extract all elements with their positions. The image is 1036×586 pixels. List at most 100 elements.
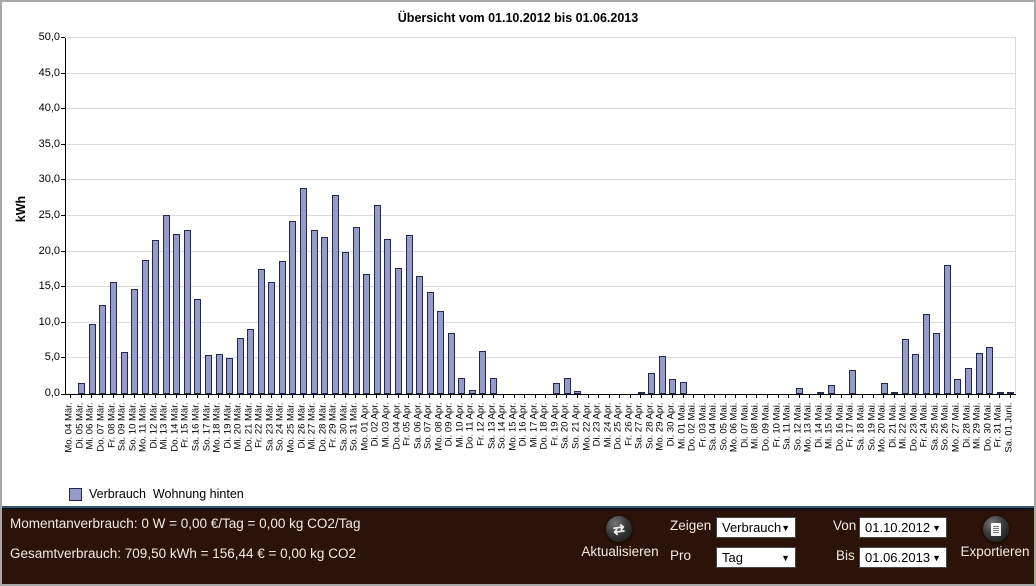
bis-date-select[interactable]: 01.06.2013 ▼ xyxy=(859,547,947,568)
x-axis-tick xyxy=(70,395,72,398)
bar xyxy=(458,378,466,394)
x-axis-tick xyxy=(566,395,568,398)
bar xyxy=(226,357,234,394)
pro-selected-value: Tag xyxy=(722,550,743,565)
refresh-button-label[interactable]: Aktualisieren xyxy=(581,544,659,559)
x-axis-tick xyxy=(249,395,251,398)
bar xyxy=(152,240,160,394)
x-axis-tick xyxy=(840,395,842,398)
export-button[interactable] xyxy=(983,516,1009,542)
x-axis-tick xyxy=(872,395,874,398)
x-axis-tick xyxy=(302,395,304,398)
y-axis-tick xyxy=(61,108,65,110)
von-date-select[interactable]: 01.10.2012 ▼ xyxy=(859,517,947,538)
bar xyxy=(553,383,561,394)
y-axis-tick-label: 35,0 xyxy=(38,137,60,150)
bar xyxy=(416,275,424,394)
x-axis-tick xyxy=(101,395,103,398)
gridline xyxy=(66,179,1016,181)
bar xyxy=(901,339,909,394)
x-axis-tick xyxy=(756,395,758,398)
x-axis-tick xyxy=(408,395,410,398)
bar xyxy=(173,233,181,394)
bar xyxy=(954,379,962,394)
x-axis-tick xyxy=(239,395,241,398)
zeigen-selected-value: Verbrauch xyxy=(722,520,782,535)
x-axis-tick xyxy=(492,395,494,398)
x-axis-tick xyxy=(429,395,431,398)
x-axis-tick xyxy=(545,395,547,398)
bar xyxy=(796,387,804,394)
bar xyxy=(447,333,455,394)
bar xyxy=(405,234,413,394)
bar xyxy=(648,372,656,394)
status-bar: Momentanverbrauch: 0 W = 0,00 €/Tag = 0,… xyxy=(2,510,1034,584)
bar xyxy=(257,269,265,394)
y-axis-tick-label: 50,0 xyxy=(38,31,60,43)
x-axis-tick xyxy=(598,395,600,398)
x-axis-tick xyxy=(80,395,82,398)
x-axis-tick xyxy=(576,395,578,398)
bar xyxy=(891,391,899,394)
x-axis-tick xyxy=(112,395,114,398)
x-axis-tick xyxy=(144,395,146,398)
legend-label: Verbrauch Wohnung hinten xyxy=(89,487,244,501)
bar xyxy=(331,194,339,394)
x-axis-tick-label: Sa. 01 Juni. xyxy=(1003,402,1015,453)
bar xyxy=(352,226,360,394)
legend-color-swatch xyxy=(69,487,82,501)
bar xyxy=(162,214,170,394)
bar xyxy=(680,381,687,394)
x-axis-tick xyxy=(830,395,832,398)
bar xyxy=(373,205,381,394)
x-axis-tick xyxy=(745,395,747,398)
total-consumption-text: Gesamtverbrauch: 709,50 kWh = 156,44 € =… xyxy=(10,546,356,561)
bar xyxy=(848,369,856,394)
von-date-value: 01.10.2012 xyxy=(865,520,931,535)
x-axis-tick xyxy=(481,395,483,398)
y-axis-tick xyxy=(61,250,65,252)
chevron-down-icon: ▼ xyxy=(781,552,790,563)
gridline xyxy=(66,37,1016,38)
pro-select[interactable]: Tag ▼ xyxy=(716,547,796,568)
refresh-icon: ⇄ xyxy=(612,520,626,538)
bar xyxy=(658,356,666,394)
bar xyxy=(141,260,149,394)
x-axis-tick xyxy=(671,395,673,398)
zeigen-select[interactable]: Verbrauch ▼ xyxy=(716,517,796,538)
bar xyxy=(1007,392,1015,394)
bar xyxy=(215,354,223,394)
x-axis-tick xyxy=(165,395,167,398)
x-axis-tick xyxy=(693,395,695,398)
x-axis-tick xyxy=(914,395,916,398)
bar xyxy=(247,328,255,394)
export-button-label[interactable]: Exportieren xyxy=(960,544,1030,559)
x-axis-tick xyxy=(334,395,336,398)
y-axis-tick xyxy=(61,215,65,216)
x-axis-tick xyxy=(154,395,156,398)
y-axis-tick xyxy=(61,179,65,181)
x-axis-tick xyxy=(650,395,652,398)
bar xyxy=(437,311,445,394)
bar xyxy=(965,367,972,394)
x-axis-tick xyxy=(777,395,779,398)
x-axis-tick xyxy=(291,395,293,398)
x-axis-tick xyxy=(893,395,895,398)
x-axis-tick xyxy=(91,395,93,398)
footer-divider-shadow xyxy=(2,508,1034,510)
gridline xyxy=(66,143,1016,145)
y-axis-tick-label: 15,0 xyxy=(38,280,60,293)
x-axis-tick xyxy=(851,395,853,398)
momentary-consumption-text: Momentanverbrauch: 0 W = 0,00 €/Tag = 0,… xyxy=(10,516,361,531)
bar xyxy=(131,289,139,394)
refresh-button[interactable]: ⇄ xyxy=(606,516,632,542)
bar xyxy=(574,391,582,394)
x-axis-tick xyxy=(788,395,790,398)
x-axis-tick xyxy=(714,395,716,398)
y-axis-tick-label: 25,0 xyxy=(38,209,60,221)
bar xyxy=(278,260,286,394)
gridline xyxy=(66,357,1016,359)
gridline xyxy=(66,321,1016,323)
x-axis-tick xyxy=(883,395,885,398)
y-axis-tick xyxy=(61,37,65,38)
